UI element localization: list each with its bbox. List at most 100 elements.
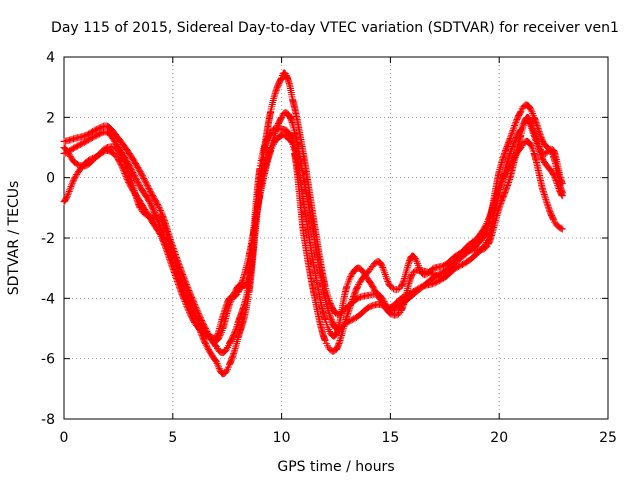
data-point-marker	[527, 119, 535, 127]
data-point-marker	[173, 277, 181, 285]
data-point-marker	[536, 129, 544, 137]
data-point-marker	[394, 285, 402, 293]
data-point-marker	[529, 127, 537, 135]
data-point-marker	[277, 114, 285, 122]
data-point-marker	[376, 294, 384, 302]
data-point-marker	[544, 203, 552, 211]
data-point-marker	[508, 130, 516, 138]
data-point-marker	[326, 311, 334, 319]
data-point-marker	[65, 151, 73, 159]
data-point-marker	[543, 200, 551, 208]
data-point-marker	[539, 156, 547, 164]
x-tick-label: 0	[60, 430, 69, 446]
data-point-marker	[404, 261, 412, 269]
data-point-marker	[512, 118, 520, 126]
data-point-marker	[347, 272, 355, 280]
data-point-marker	[73, 171, 81, 179]
data-point-marker	[540, 189, 548, 197]
data-point-marker	[480, 224, 488, 232]
data-point-marker	[519, 121, 527, 129]
data-point-marker	[219, 311, 227, 319]
data-point-marker	[526, 118, 534, 126]
data-point-marker	[183, 292, 191, 300]
data-layer	[60, 69, 566, 378]
data-point-marker	[132, 174, 140, 182]
data-point-marker	[541, 192, 549, 200]
data-point-marker	[170, 267, 178, 275]
data-point-marker	[232, 292, 240, 300]
data-point-marker	[532, 117, 540, 125]
y-tick-label: -8	[41, 412, 55, 428]
data-point-marker	[558, 225, 566, 233]
data-point-marker	[349, 295, 357, 303]
data-point-marker	[495, 204, 503, 212]
x-tick-label: 15	[381, 430, 399, 446]
data-point-marker	[344, 308, 352, 316]
data-point-marker	[142, 179, 150, 187]
x-tick-label: 5	[168, 430, 177, 446]
data-point-marker	[184, 304, 192, 312]
data-point-marker	[181, 285, 189, 293]
x-tick-label: 10	[273, 430, 291, 446]
data-point-marker	[219, 312, 227, 320]
data-point-marker	[399, 278, 407, 286]
data-point-marker	[511, 122, 519, 130]
y-axis-label: SDTVAR / TECUs	[6, 181, 22, 296]
data-point-marker	[542, 197, 550, 205]
data-point-marker	[379, 300, 387, 308]
data-point-marker	[496, 202, 504, 210]
data-point-marker	[549, 215, 557, 223]
data-point-marker	[412, 256, 420, 264]
data-point-marker	[376, 296, 384, 304]
data-point-marker	[532, 133, 540, 141]
data-point-marker	[505, 177, 513, 185]
data-point-marker	[161, 242, 169, 250]
data-point-marker	[395, 310, 403, 318]
data-point-marker	[449, 262, 457, 270]
data-point-marker	[400, 276, 408, 284]
data-point-marker	[170, 269, 178, 277]
data-point-marker	[533, 138, 541, 146]
data-point-marker	[526, 116, 534, 124]
x-axis-label: GPS time / hours	[277, 459, 394, 475]
y-tick-label: -6	[41, 352, 55, 368]
y-tick-label: 4	[46, 50, 55, 66]
data-point-marker	[110, 136, 118, 144]
data-point-marker	[535, 126, 543, 134]
data-point-marker	[156, 231, 164, 239]
data-point-marker	[496, 181, 504, 189]
data-point-marker	[173, 276, 181, 284]
data-point-marker	[528, 143, 536, 151]
data-point-marker	[506, 134, 514, 142]
data-point-marker	[535, 141, 543, 149]
data-point-marker	[131, 173, 139, 181]
data-point-marker	[269, 140, 277, 148]
data-point-marker	[176, 285, 184, 293]
data-point-marker	[405, 260, 413, 268]
data-point-marker	[71, 174, 79, 182]
data-point-marker	[532, 118, 540, 126]
data-point-marker	[154, 202, 162, 210]
data-point-marker	[184, 295, 192, 303]
data-point-marker	[528, 108, 536, 116]
data-point-marker	[503, 183, 511, 191]
data-point-marker	[379, 265, 387, 273]
data-point-marker	[539, 187, 547, 195]
data-point-marker	[212, 358, 220, 366]
data-point-marker	[290, 146, 298, 154]
data-point-marker	[540, 191, 548, 199]
data-point-marker	[174, 280, 182, 288]
data-point-marker	[558, 189, 566, 197]
data-point-marker	[503, 182, 511, 190]
data-point-marker	[383, 274, 391, 282]
data-point-marker	[66, 152, 74, 160]
data-point-marker	[482, 221, 490, 229]
data-point-marker	[345, 306, 353, 314]
y-tick-label: 0	[46, 171, 55, 187]
data-point-marker	[156, 205, 164, 213]
data-point-marker	[289, 143, 297, 151]
data-point-marker	[381, 271, 389, 279]
data-point-marker	[532, 134, 540, 142]
data-point-marker	[220, 308, 228, 316]
